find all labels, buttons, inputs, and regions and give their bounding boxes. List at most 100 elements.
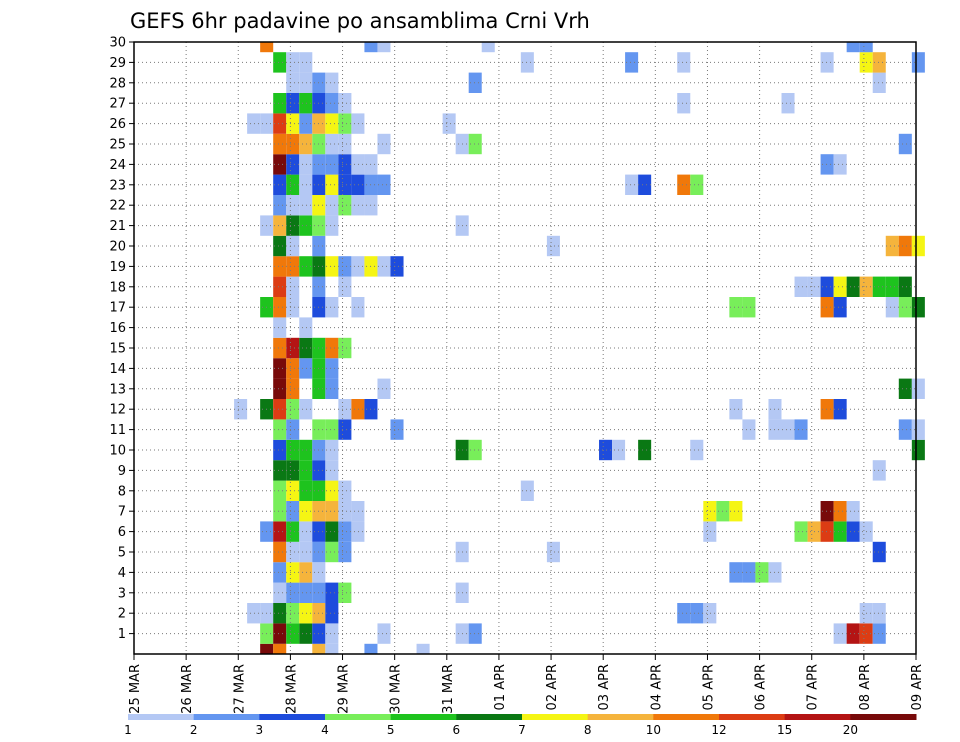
y-tick-label: 7 [118, 505, 126, 520]
heatmap-cell [286, 93, 300, 114]
heatmap-cell [260, 42, 274, 53]
colorbar-swatch [193, 714, 260, 720]
heatmap-cell [677, 174, 691, 195]
heatmap-cell [325, 297, 339, 318]
y-tick-label: 11 [109, 423, 126, 438]
heatmap-cell [286, 133, 300, 155]
heatmap-cell [273, 562, 287, 583]
heatmap-cell [286, 195, 300, 216]
chart-title: GEFS 6hr padavine po ansamblima Crni Vrh [130, 9, 590, 33]
heatmap-cell [273, 133, 287, 155]
heatmap-cell [351, 297, 365, 318]
heatmap-cell [742, 562, 756, 583]
heatmap-cell [325, 378, 339, 399]
heatmap-cell [859, 42, 873, 53]
heatmap-cell [299, 337, 313, 359]
y-tick-label: 1 [118, 627, 126, 642]
heatmap-cell [351, 195, 365, 216]
heatmap-cell [273, 154, 287, 175]
heatmap-cell [325, 154, 339, 175]
heatmap-cell [481, 42, 495, 53]
heatmap-cell [911, 235, 925, 257]
heatmap-cell [273, 297, 287, 318]
x-tick-label: 05 APR [701, 664, 716, 710]
heatmap-cell [351, 154, 365, 175]
x-tick-label: 09 APR [910, 664, 925, 710]
y-tick-label: 4 [118, 566, 126, 581]
heatmap-cell [364, 643, 378, 654]
heatmap-cell [273, 195, 287, 216]
heatmap-cell [286, 623, 300, 644]
colorbar-label: 6 [453, 723, 461, 737]
y-tick-label: 14 [109, 362, 126, 377]
heatmap-cell [898, 276, 912, 297]
y-tick-label: 16 [109, 321, 126, 336]
colorbar-swatch [325, 714, 392, 720]
y-tick-label: 26 [109, 117, 126, 132]
y-tick-label: 2 [118, 607, 126, 622]
heatmap-cell [599, 439, 613, 461]
heatmap-cell [325, 358, 339, 379]
heatmap-cell [299, 154, 313, 175]
heatmap-cell [286, 72, 300, 93]
heatmap-cells [234, 42, 925, 654]
x-tick-label: 06 APR [754, 664, 769, 710]
heatmap-cell [273, 256, 287, 277]
heatmap-cell [286, 297, 300, 318]
y-tick-label: 18 [109, 280, 126, 295]
heatmap-cell [286, 378, 300, 399]
heatmap-cell [872, 276, 886, 297]
heatmap-cell [273, 643, 287, 654]
y-tick-label: 17 [109, 301, 126, 316]
heatmap-cell [286, 460, 300, 481]
heatmap-cell [286, 337, 300, 359]
heatmap-cell [273, 480, 287, 501]
heatmap-cell [820, 154, 834, 175]
heatmap-cell [520, 480, 534, 501]
heatmap-cell [351, 113, 365, 134]
colorbar-swatch [128, 714, 195, 720]
heatmap-cell [325, 501, 339, 522]
colorbar-label: 2 [190, 723, 198, 737]
heatmap-cell [742, 419, 756, 440]
heatmap-cell [677, 52, 691, 73]
x-tick-label: 25 MAR [128, 664, 143, 714]
y-tick-label: 10 [109, 444, 126, 459]
colorbar-label: 20 [843, 723, 858, 737]
heatmap-cell [468, 439, 482, 461]
heatmap-cell [286, 256, 300, 277]
heatmap-cell [690, 439, 704, 461]
heatmap-cell [729, 297, 743, 318]
y-tick-label: 28 [109, 76, 126, 91]
heatmap-cell [286, 480, 300, 501]
heatmap-cell [338, 256, 352, 277]
heatmap-cell [325, 582, 339, 603]
heatmap-cell [885, 276, 899, 297]
heatmap-cell [273, 276, 287, 297]
heatmap-cell [286, 276, 300, 297]
x-tick-label: 26 MAR [180, 664, 195, 714]
heatmap-cell [872, 541, 886, 563]
colorbar-swatch [259, 714, 326, 720]
heatmap-cell [872, 72, 886, 93]
heatmap-cell [338, 480, 352, 501]
x-tick-label: 01 APR [493, 664, 508, 710]
heatmap-cell [442, 113, 456, 134]
colorbar-swatch [456, 714, 523, 720]
heatmap-cell [377, 42, 391, 53]
heatmap-cell [273, 52, 287, 73]
heatmap-cell [299, 582, 313, 603]
heatmap-cell [325, 521, 339, 542]
colorbar-label: 10 [646, 723, 661, 737]
heatmap-cell [299, 439, 313, 461]
heatmap-cell [325, 133, 339, 155]
heatmap-cell [273, 235, 287, 257]
heatmap-cell [820, 399, 834, 420]
heatmap-cell [351, 256, 365, 277]
heatmap-cell [898, 297, 912, 318]
heatmap-cell [273, 460, 287, 481]
heatmap-cell [325, 72, 339, 93]
heatmap-cell [638, 174, 652, 195]
heatmap-cell [898, 235, 912, 257]
heatmap-cell [299, 195, 313, 216]
